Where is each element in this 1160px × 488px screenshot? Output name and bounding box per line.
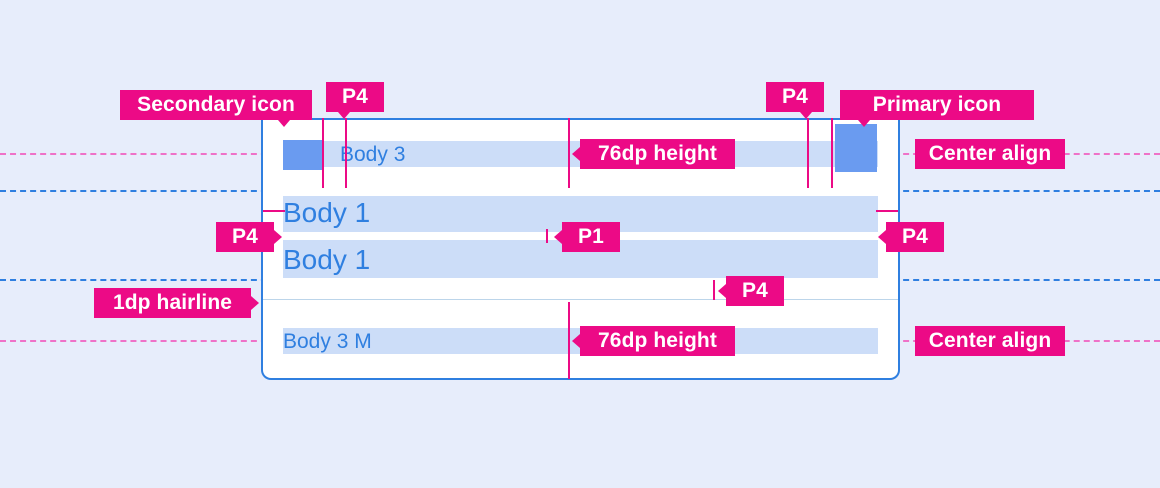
label-hairline: 1dp hairline [94,288,259,318]
label-p4-middle-right: P4 [878,222,944,252]
measure-tick-mid-right [876,210,898,212]
pointer-down-icon [338,112,350,119]
label-secondary-icon-text: Secondary icon [137,93,295,116]
label-p4-middle-right-text: P4 [902,225,928,248]
secondary-icon[interactable] [283,140,323,170]
pointer-left-icon [554,230,562,244]
label-height-bottom-text: 76dp height [598,329,717,352]
row-bottom-text: Body 3 M [283,330,372,353]
pointer-left-icon [878,230,886,244]
pointer-left-icon [572,334,580,348]
measure-tick-mid-left [263,210,285,212]
measure-line-height-top [568,118,570,188]
label-secondary-icon: Secondary icon [120,90,312,127]
measure-line-height-bottom [568,302,570,379]
label-center-align-bottom-text: Center align [928,329,1052,352]
measure-line-top-left-b [345,118,347,188]
label-primary-icon: Primary icon [840,90,1034,127]
label-p1-middle-text: P1 [578,225,604,248]
label-center-align-bottom: Center align [915,326,1065,356]
measure-tick-p1 [546,229,548,243]
pointer-down-icon [278,120,290,127]
label-center-align-top-text: Center align [928,142,1052,165]
label-p4-top-right: P4 [766,82,824,119]
measure-line-top-left-a [322,118,324,188]
pointer-down-icon [858,120,870,127]
pointer-right-icon [251,296,259,310]
row-top-text: Body 3 [340,143,406,166]
measure-line-top-right-a [807,118,809,188]
row-middle-line2: Body 1 [283,244,371,275]
label-p4-hairline-text: P4 [742,279,768,302]
pointer-left-icon [572,147,580,161]
pointer-left-icon [718,284,726,298]
label-p4-middle-left: P4 [216,222,282,252]
label-p4-top-right-text: P4 [782,85,808,108]
label-p4-top-left: P4 [326,82,384,119]
label-p1-middle: P1 [554,222,620,252]
primary-icon[interactable] [835,124,877,172]
label-p4-hairline: P4 [718,276,784,306]
label-hairline-text: 1dp hairline [112,291,233,314]
measure-line-top-right-b [831,118,833,188]
pointer-down-icon [800,112,812,119]
label-height-top: 76dp height [572,139,735,169]
label-p4-middle-left-text: P4 [232,225,258,248]
row-middle-line1: Body 1 [283,197,371,228]
label-height-top-text: 76dp height [598,142,717,165]
hairline-divider [263,299,898,300]
pointer-right-icon [274,230,282,244]
label-primary-icon-text: Primary icon [872,93,1002,116]
label-center-align-top: Center align [915,139,1065,169]
measure-tick-hairline-p4 [713,280,715,300]
label-p4-top-left-text: P4 [342,85,368,108]
label-height-bottom: 76dp height [572,326,735,356]
